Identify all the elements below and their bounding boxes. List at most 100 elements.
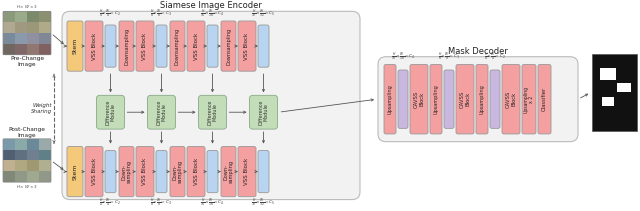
Text: VSS Block: VSS Block	[193, 158, 198, 185]
FancyBboxPatch shape	[97, 95, 125, 129]
FancyBboxPatch shape	[238, 21, 256, 71]
Bar	[3, 161, 15, 171]
Bar	[39, 139, 51, 150]
FancyBboxPatch shape	[384, 64, 396, 134]
FancyBboxPatch shape	[398, 70, 408, 128]
Text: $\frac{H}{4}{\times}\frac{W}{4}{=}C_2$: $\frac{H}{4}{\times}\frac{W}{4}{=}C_2$	[99, 9, 122, 20]
Text: Post-Change
Image: Post-Change Image	[8, 127, 45, 138]
Text: CAVSS
Block: CAVSS Block	[506, 91, 516, 108]
Text: VSS Block: VSS Block	[92, 158, 97, 185]
Bar	[27, 139, 39, 150]
FancyBboxPatch shape	[502, 64, 520, 134]
FancyBboxPatch shape	[410, 64, 428, 134]
Text: CAVSS
Block: CAVSS Block	[413, 91, 424, 108]
Bar	[27, 22, 39, 33]
Bar	[3, 150, 15, 161]
Text: Downsampling: Downsampling	[226, 27, 231, 65]
Bar	[15, 22, 27, 33]
Bar	[39, 44, 51, 55]
Bar	[15, 171, 27, 182]
Text: Down-
sampling: Down- sampling	[223, 160, 234, 183]
Bar	[15, 44, 27, 55]
Bar	[592, 54, 637, 131]
Bar	[3, 33, 15, 44]
Text: Upsampling: Upsampling	[479, 84, 484, 114]
Bar	[15, 150, 27, 161]
Text: Difference
Module: Difference Module	[156, 100, 167, 125]
FancyBboxPatch shape	[85, 146, 103, 197]
Text: $\frac{H}{8}{\times}\frac{W}{8}{=}C_3$: $\frac{H}{8}{\times}\frac{W}{8}{=}C_3$	[150, 198, 173, 209]
FancyBboxPatch shape	[62, 11, 360, 200]
Text: Down-
sampling: Down- sampling	[172, 160, 183, 183]
Text: $\frac{H}{4}{\times}\frac{W}{4}{=}C_2$: $\frac{H}{4}{\times}\frac{W}{4}{=}C_2$	[484, 52, 506, 64]
FancyBboxPatch shape	[156, 150, 167, 193]
Bar	[39, 33, 51, 44]
Text: $H \times W \times 3$: $H \times W \times 3$	[16, 3, 38, 10]
Text: $\frac{H}{16}{\times}\frac{W}{16}{=}C_4$: $\frac{H}{16}{\times}\frac{W}{16}{=}C_4$	[200, 9, 225, 20]
Text: $\frac{H}{16}{\times}\frac{W}{16}{=}C_4$: $\frac{H}{16}{\times}\frac{W}{16}{=}C_4$	[390, 52, 415, 64]
Bar	[3, 44, 15, 55]
FancyBboxPatch shape	[136, 146, 154, 197]
Bar	[27, 150, 39, 161]
Text: VSS Block: VSS Block	[244, 32, 250, 60]
Text: Stem: Stem	[72, 163, 77, 180]
FancyBboxPatch shape	[456, 64, 474, 134]
Text: Pre-Change
Image: Pre-Change Image	[10, 56, 44, 67]
Bar	[15, 139, 27, 150]
FancyBboxPatch shape	[430, 64, 442, 134]
Text: Difference
Module: Difference Module	[105, 100, 116, 125]
FancyBboxPatch shape	[119, 21, 134, 71]
FancyBboxPatch shape	[170, 146, 185, 197]
FancyBboxPatch shape	[258, 150, 269, 193]
Text: Mask Decoder: Mask Decoder	[448, 47, 508, 56]
Bar	[600, 68, 616, 80]
FancyBboxPatch shape	[85, 21, 103, 71]
Bar	[15, 11, 27, 22]
FancyBboxPatch shape	[198, 95, 227, 129]
Text: Upsampling: Upsampling	[433, 84, 438, 114]
FancyBboxPatch shape	[221, 146, 236, 197]
Text: Upsampling: Upsampling	[387, 84, 392, 114]
Text: Siamese Image Encoder: Siamese Image Encoder	[160, 1, 262, 10]
FancyBboxPatch shape	[444, 70, 454, 128]
FancyBboxPatch shape	[490, 70, 500, 128]
FancyBboxPatch shape	[207, 150, 218, 193]
Text: $\frac{H}{32}{\times}\frac{W}{32}{=}C_5$: $\frac{H}{32}{\times}\frac{W}{32}{=}C_5$	[251, 198, 276, 209]
Text: Stem: Stem	[72, 38, 77, 54]
FancyBboxPatch shape	[170, 21, 185, 71]
Text: Difference
Module: Difference Module	[207, 100, 218, 125]
Bar	[39, 150, 51, 161]
Text: $\frac{H}{16}{\times}\frac{W}{16}{=}C_4$: $\frac{H}{16}{\times}\frac{W}{16}{=}C_4$	[200, 198, 225, 209]
Text: VSS Block: VSS Block	[143, 158, 147, 185]
FancyBboxPatch shape	[156, 25, 167, 67]
Text: $\frac{H}{32}{\times}\frac{W}{32}{=}C_5$: $\frac{H}{32}{\times}\frac{W}{32}{=}C_5$	[251, 9, 276, 20]
FancyBboxPatch shape	[67, 146, 83, 197]
Bar	[27, 161, 39, 171]
FancyBboxPatch shape	[105, 150, 116, 193]
Text: Down-
sampling: Down- sampling	[121, 160, 132, 183]
Bar	[602, 97, 614, 106]
Text: $\frac{H}{8}{\times}\frac{W}{8}{=}C_3$: $\frac{H}{8}{\times}\frac{W}{8}{=}C_3$	[438, 52, 460, 64]
FancyBboxPatch shape	[238, 146, 256, 197]
Bar	[3, 139, 15, 150]
Bar	[15, 33, 27, 44]
Text: $\frac{H}{8}{\times}\frac{W}{8}{=}C_3$: $\frac{H}{8}{\times}\frac{W}{8}{=}C_3$	[150, 9, 173, 20]
Bar	[27, 11, 39, 22]
FancyBboxPatch shape	[522, 64, 536, 134]
Text: $\frac{H}{4}{\times}\frac{W}{4}{=}C_2$: $\frac{H}{4}{\times}\frac{W}{4}{=}C_2$	[99, 198, 122, 209]
Text: Downsampling: Downsampling	[175, 27, 180, 65]
FancyBboxPatch shape	[207, 25, 218, 67]
Bar	[3, 11, 15, 22]
Bar	[617, 83, 631, 92]
Text: VSS Block: VSS Block	[143, 32, 147, 60]
FancyBboxPatch shape	[258, 25, 269, 67]
Text: VSS Block: VSS Block	[193, 32, 198, 60]
Bar	[15, 161, 27, 171]
Bar	[39, 171, 51, 182]
FancyBboxPatch shape	[67, 21, 83, 71]
Text: VSS Block: VSS Block	[244, 158, 250, 185]
Bar	[27, 171, 39, 182]
Text: Downsampling: Downsampling	[124, 27, 129, 65]
Bar	[39, 22, 51, 33]
FancyBboxPatch shape	[119, 146, 134, 197]
